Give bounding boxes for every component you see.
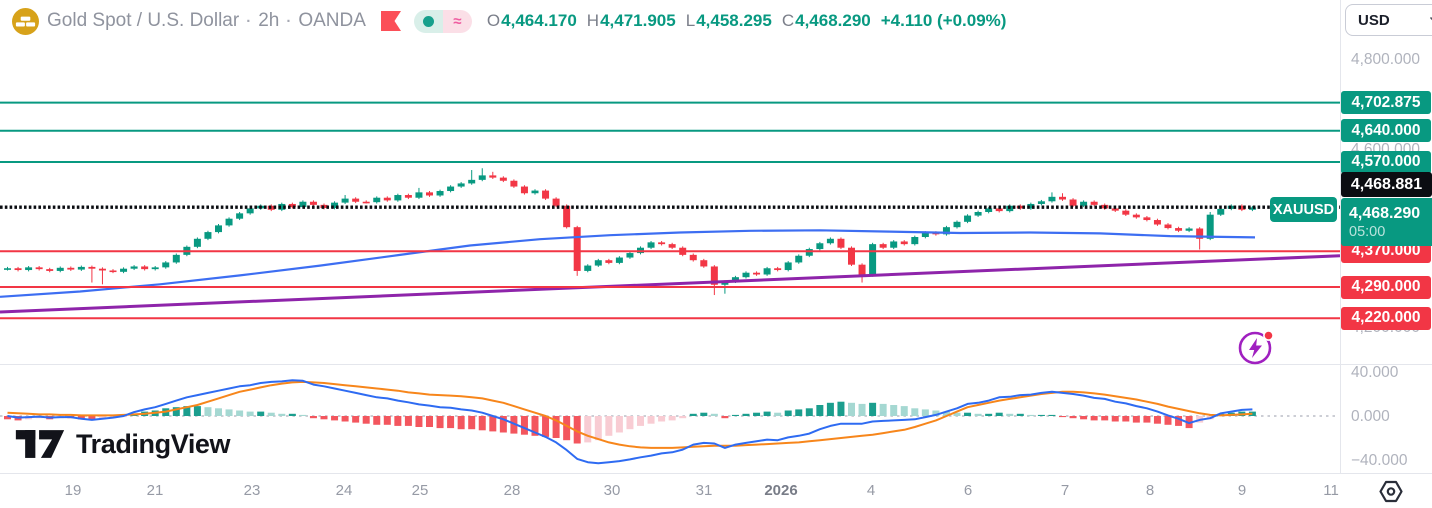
hexagon-settings-icon xyxy=(1379,480,1403,503)
high-value: 4,471.905 xyxy=(600,11,676,30)
price-level-badge: 4,702.875 xyxy=(1341,91,1431,115)
price-level-badge: 4,570.000 xyxy=(1341,150,1431,174)
approx-indicator-icon: ≈ xyxy=(442,9,472,33)
macd-axis-label: 40.000 xyxy=(1351,364,1399,381)
macd-axis-label: 0.000 xyxy=(1351,408,1390,425)
time-axis-label: 4 xyxy=(866,482,876,499)
low-value: 4,458.295 xyxy=(696,11,772,30)
currency-dropdown[interactable]: USD xyxy=(1345,4,1432,36)
macd-axis-label: −40.000 xyxy=(1351,452,1408,469)
macd-pane-separator xyxy=(0,364,1432,365)
symbol-price-line-tag: XAUUSD xyxy=(1270,197,1337,222)
time-axis-label: 6 xyxy=(963,482,973,499)
close-value: 4,468.290 xyxy=(795,11,871,30)
symbol-title[interactable]: Gold Spot / U.S. Dollar · 2h · OANDA xyxy=(47,10,366,32)
low-label: L xyxy=(685,11,696,30)
tradingview-logo[interactable]: TradingView xyxy=(14,427,231,461)
price-grid-label: 4,800.000 xyxy=(1351,51,1420,69)
ma-line xyxy=(0,229,1256,298)
macd-pane xyxy=(0,379,1336,465)
price-level-badge: 4,220.000 xyxy=(1341,306,1431,330)
ohlc-readout: O 4,464.170 H 4,471.905 L 4,458.295 C 4,468.… xyxy=(487,11,1007,31)
lightning-bolt-icon xyxy=(1249,338,1262,358)
time-axis-label: 2026 xyxy=(764,482,798,499)
tradingview-logo-icon xyxy=(15,430,65,458)
time-axis-label: 8 xyxy=(1145,482,1155,499)
candle-series xyxy=(4,168,1256,296)
dot-indicator-icon xyxy=(413,9,443,33)
gold-instrument-icon xyxy=(12,7,39,35)
time-axis-label: 24 xyxy=(335,482,353,499)
red-flag-icon[interactable] xyxy=(380,11,401,31)
current-price-badge: 4,468.290 05:00 xyxy=(1341,198,1432,246)
current-price-value: 4,468.290 xyxy=(1349,204,1421,222)
open-value: 4,464.170 xyxy=(501,11,577,30)
price-level-badge: 4,640.000 xyxy=(1341,119,1431,143)
time-axis-label: 31 xyxy=(695,482,713,499)
change-value: +4.110 (+0.09%) xyxy=(880,11,1007,30)
separator-dot: · xyxy=(286,12,292,30)
time-axis-label: 21 xyxy=(146,482,164,499)
separator-dot: · xyxy=(246,12,252,30)
time-axis-label: 7 xyxy=(1060,482,1070,499)
time-axis-label: 25 xyxy=(411,482,429,499)
bar-countdown: 05:00 xyxy=(1349,223,1386,240)
trend-line[interactable] xyxy=(0,254,1341,314)
time-axis-separator xyxy=(0,473,1432,474)
price-axis-separator xyxy=(1340,0,1341,473)
quick-settings-button[interactable] xyxy=(1378,480,1404,503)
close-label: C xyxy=(781,11,795,30)
lightning-button[interactable] xyxy=(1237,328,1277,368)
symbol-name[interactable]: Gold Spot / U.S. Dollar xyxy=(47,10,240,31)
time-axis-label: 23 xyxy=(243,482,261,499)
time-axis-label: 19 xyxy=(64,482,82,499)
time-axis-label: 28 xyxy=(503,482,521,499)
indicator-pill-icon[interactable]: ≈ xyxy=(413,9,472,33)
tradingview-logo-text: TradingView xyxy=(76,428,231,459)
time-axis-label: 30 xyxy=(603,482,621,499)
open-label: O xyxy=(486,11,501,30)
time-axis-label: 9 xyxy=(1237,482,1247,499)
notification-dot xyxy=(1263,330,1274,341)
high-label: H xyxy=(586,11,600,30)
time-axis-label: 11 xyxy=(1323,482,1339,499)
currency-value: USD xyxy=(1358,11,1390,29)
interval-label[interactable]: 2h xyxy=(258,10,280,31)
exchange-label: OANDA xyxy=(298,10,366,31)
macd-line xyxy=(7,379,1253,465)
price-level-badge: 4,290.000 xyxy=(1341,275,1431,299)
macd-signal-line xyxy=(7,380,1253,449)
chart-legend: Gold Spot / U.S. Dollar · 2h · OANDA ≈ O… xyxy=(12,6,1006,36)
drawn-line-price-badge: 4,468.881 xyxy=(1341,172,1432,197)
